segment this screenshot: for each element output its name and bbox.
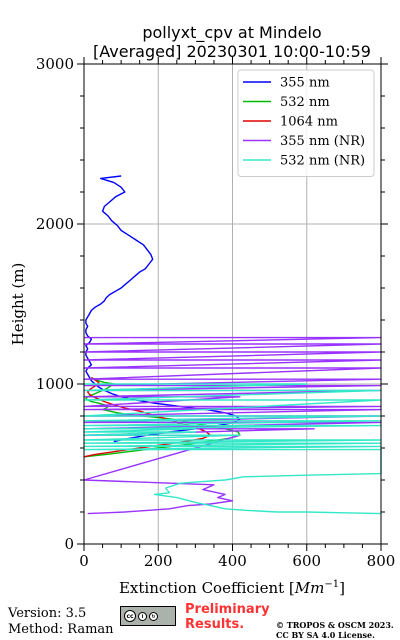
series-line-532-nm-nr- [83, 383, 382, 515]
copyright-line1: © TROPOS & OSCM 2023. [276, 620, 394, 630]
sa-icon: ↻ [149, 611, 158, 621]
legend-label: 1064 nm [280, 115, 338, 130]
copyright-note: © TROPOS & OSCM 2023. CC BY SA 4.0 Licen… [276, 620, 394, 640]
chart-title-line1: pollyxt_cpv at Mindelo [142, 23, 321, 43]
x-tick-label: 200 [144, 552, 173, 570]
legend-label: 355 nm (NR) [280, 134, 365, 149]
preliminary-line2: Results. [185, 617, 245, 632]
cc-icon: cc [124, 610, 136, 622]
x-tick-label: 400 [218, 552, 247, 570]
y-tick-label: 3000 [36, 55, 74, 73]
method-text: Method: Raman [8, 622, 114, 637]
legend: 355 nm 532 nm 1064 nm 355 nm (NR) 532 nm (NR… [237, 69, 375, 177]
cc-license-badge: cc i ↻ [120, 606, 176, 626]
x-axis-label: Extinction Coefficient [Mm−1] [119, 579, 345, 597]
axis-ticks: 0 200 400 600 800 0 1000 2000 3000 [36, 55, 396, 570]
y-tick-label: 0 [64, 535, 74, 553]
chart-title-line2: [Averaged] 20230301 10:00-10:59 [93, 42, 371, 61]
x-tick-label: 0 [79, 552, 89, 570]
legend-label: 532 nm [280, 95, 330, 110]
legend-label: 532 nm (NR) [280, 154, 365, 169]
x-tick-label: 600 [292, 552, 321, 570]
y-tick-label: 2000 [36, 215, 74, 233]
extinction-chart: pollyxt_cpv at Mindelo [Averaged] 202303… [9, 23, 396, 597]
legend-box [237, 69, 375, 177]
y-axis-label: Height (m) [9, 263, 27, 346]
preliminary-line1: Preliminary [185, 602, 270, 617]
preliminary-results-note: Preliminary Results. [185, 602, 270, 632]
version-text: Version: 3.5 [8, 606, 87, 621]
copyright-line2: CC BY SA 4.0 License. [276, 630, 375, 640]
y-tick-label: 1000 [36, 375, 74, 393]
by-icon: i [138, 611, 147, 621]
x-tick-label: 800 [367, 552, 396, 570]
legend-label: 355 nm [280, 76, 330, 91]
